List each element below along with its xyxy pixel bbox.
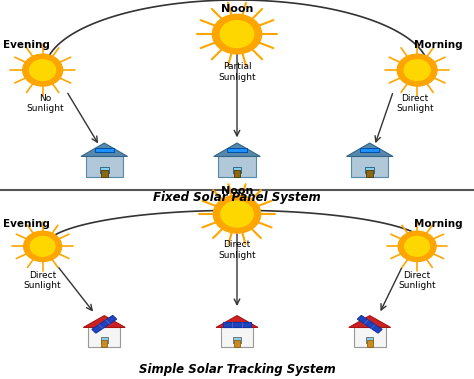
FancyBboxPatch shape [95, 148, 114, 152]
Circle shape [24, 231, 62, 262]
Circle shape [221, 201, 253, 227]
Circle shape [213, 195, 261, 233]
FancyBboxPatch shape [233, 166, 241, 174]
Circle shape [397, 54, 437, 86]
FancyBboxPatch shape [101, 340, 107, 347]
FancyBboxPatch shape [360, 148, 379, 152]
FancyBboxPatch shape [101, 170, 108, 177]
Polygon shape [92, 315, 117, 333]
Circle shape [404, 60, 430, 80]
FancyBboxPatch shape [366, 170, 373, 177]
Circle shape [212, 14, 262, 54]
FancyBboxPatch shape [366, 337, 374, 343]
Polygon shape [349, 316, 391, 327]
FancyBboxPatch shape [100, 166, 109, 174]
Circle shape [220, 21, 254, 47]
Circle shape [30, 236, 55, 256]
Circle shape [30, 60, 55, 80]
Text: Morning: Morning [414, 41, 463, 50]
Text: Noon: Noon [221, 5, 253, 14]
Polygon shape [357, 315, 382, 333]
Circle shape [23, 54, 63, 86]
Text: Direct
Sunlight: Direct Sunlight [398, 271, 436, 290]
Text: Evening: Evening [3, 41, 49, 50]
Circle shape [405, 236, 429, 256]
Polygon shape [346, 143, 393, 157]
Text: Fixed Solar Panel System: Fixed Solar Panel System [153, 191, 321, 204]
FancyBboxPatch shape [219, 157, 255, 177]
FancyBboxPatch shape [354, 327, 386, 347]
FancyBboxPatch shape [86, 157, 123, 177]
Polygon shape [214, 143, 260, 157]
FancyBboxPatch shape [234, 340, 240, 347]
FancyBboxPatch shape [221, 327, 253, 347]
Text: Simple Solar Tracking System: Simple Solar Tracking System [138, 363, 336, 376]
Polygon shape [223, 322, 251, 327]
Text: Direct
Sunlight: Direct Sunlight [24, 271, 62, 290]
FancyBboxPatch shape [365, 166, 374, 174]
Polygon shape [83, 316, 125, 327]
FancyBboxPatch shape [351, 157, 388, 177]
Text: Evening: Evening [3, 219, 49, 229]
FancyBboxPatch shape [234, 170, 240, 177]
FancyBboxPatch shape [228, 148, 246, 152]
FancyBboxPatch shape [100, 337, 108, 343]
FancyBboxPatch shape [88, 327, 120, 347]
FancyBboxPatch shape [367, 340, 373, 347]
Polygon shape [81, 143, 128, 157]
Text: No
Sunlight: No Sunlight [26, 94, 64, 113]
Text: Morning: Morning [414, 219, 463, 229]
Text: Direct
Sunlight: Direct Sunlight [218, 240, 256, 260]
FancyBboxPatch shape [233, 337, 241, 343]
Text: Partial
Sunlight: Partial Sunlight [218, 62, 256, 82]
Text: Direct
Sunlight: Direct Sunlight [396, 94, 434, 113]
Polygon shape [216, 316, 258, 327]
Text: Noon: Noon [221, 186, 253, 196]
Circle shape [398, 231, 436, 262]
